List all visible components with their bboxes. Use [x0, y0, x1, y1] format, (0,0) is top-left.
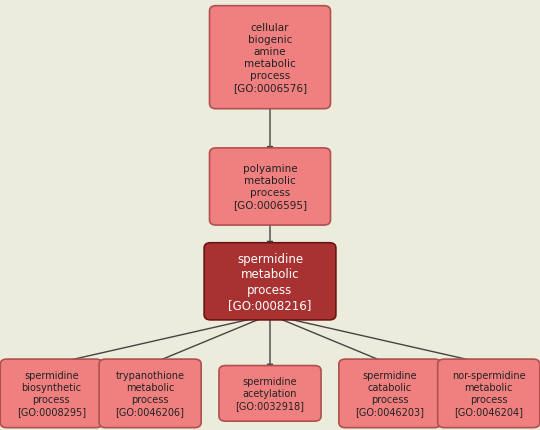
FancyBboxPatch shape: [339, 359, 441, 427]
FancyBboxPatch shape: [210, 149, 330, 226]
FancyBboxPatch shape: [219, 366, 321, 421]
Text: spermidine
catabolic
process
[GO:0046203]: spermidine catabolic process [GO:0046203…: [355, 371, 424, 416]
FancyBboxPatch shape: [210, 7, 330, 110]
Text: spermidine
metabolic
process
[GO:0008216]: spermidine metabolic process [GO:0008216…: [228, 252, 312, 311]
FancyBboxPatch shape: [438, 359, 540, 427]
Text: cellular
biogenic
amine
metabolic
process
[GO:0006576]: cellular biogenic amine metabolic proces…: [233, 23, 307, 93]
FancyBboxPatch shape: [204, 243, 336, 320]
FancyBboxPatch shape: [99, 359, 201, 427]
Text: spermidine
biosynthetic
process
[GO:0008295]: spermidine biosynthetic process [GO:0008…: [17, 371, 86, 416]
Text: spermidine
acetylation
[GO:0032918]: spermidine acetylation [GO:0032918]: [235, 377, 305, 410]
FancyBboxPatch shape: [0, 359, 103, 427]
Text: nor-spermidine
metabolic
process
[GO:0046204]: nor-spermidine metabolic process [GO:004…: [452, 371, 525, 416]
Text: trypanothione
metabolic
process
[GO:0046206]: trypanothione metabolic process [GO:0046…: [116, 371, 185, 416]
Text: polyamine
metabolic
process
[GO:0006595]: polyamine metabolic process [GO:0006595]: [233, 164, 307, 210]
